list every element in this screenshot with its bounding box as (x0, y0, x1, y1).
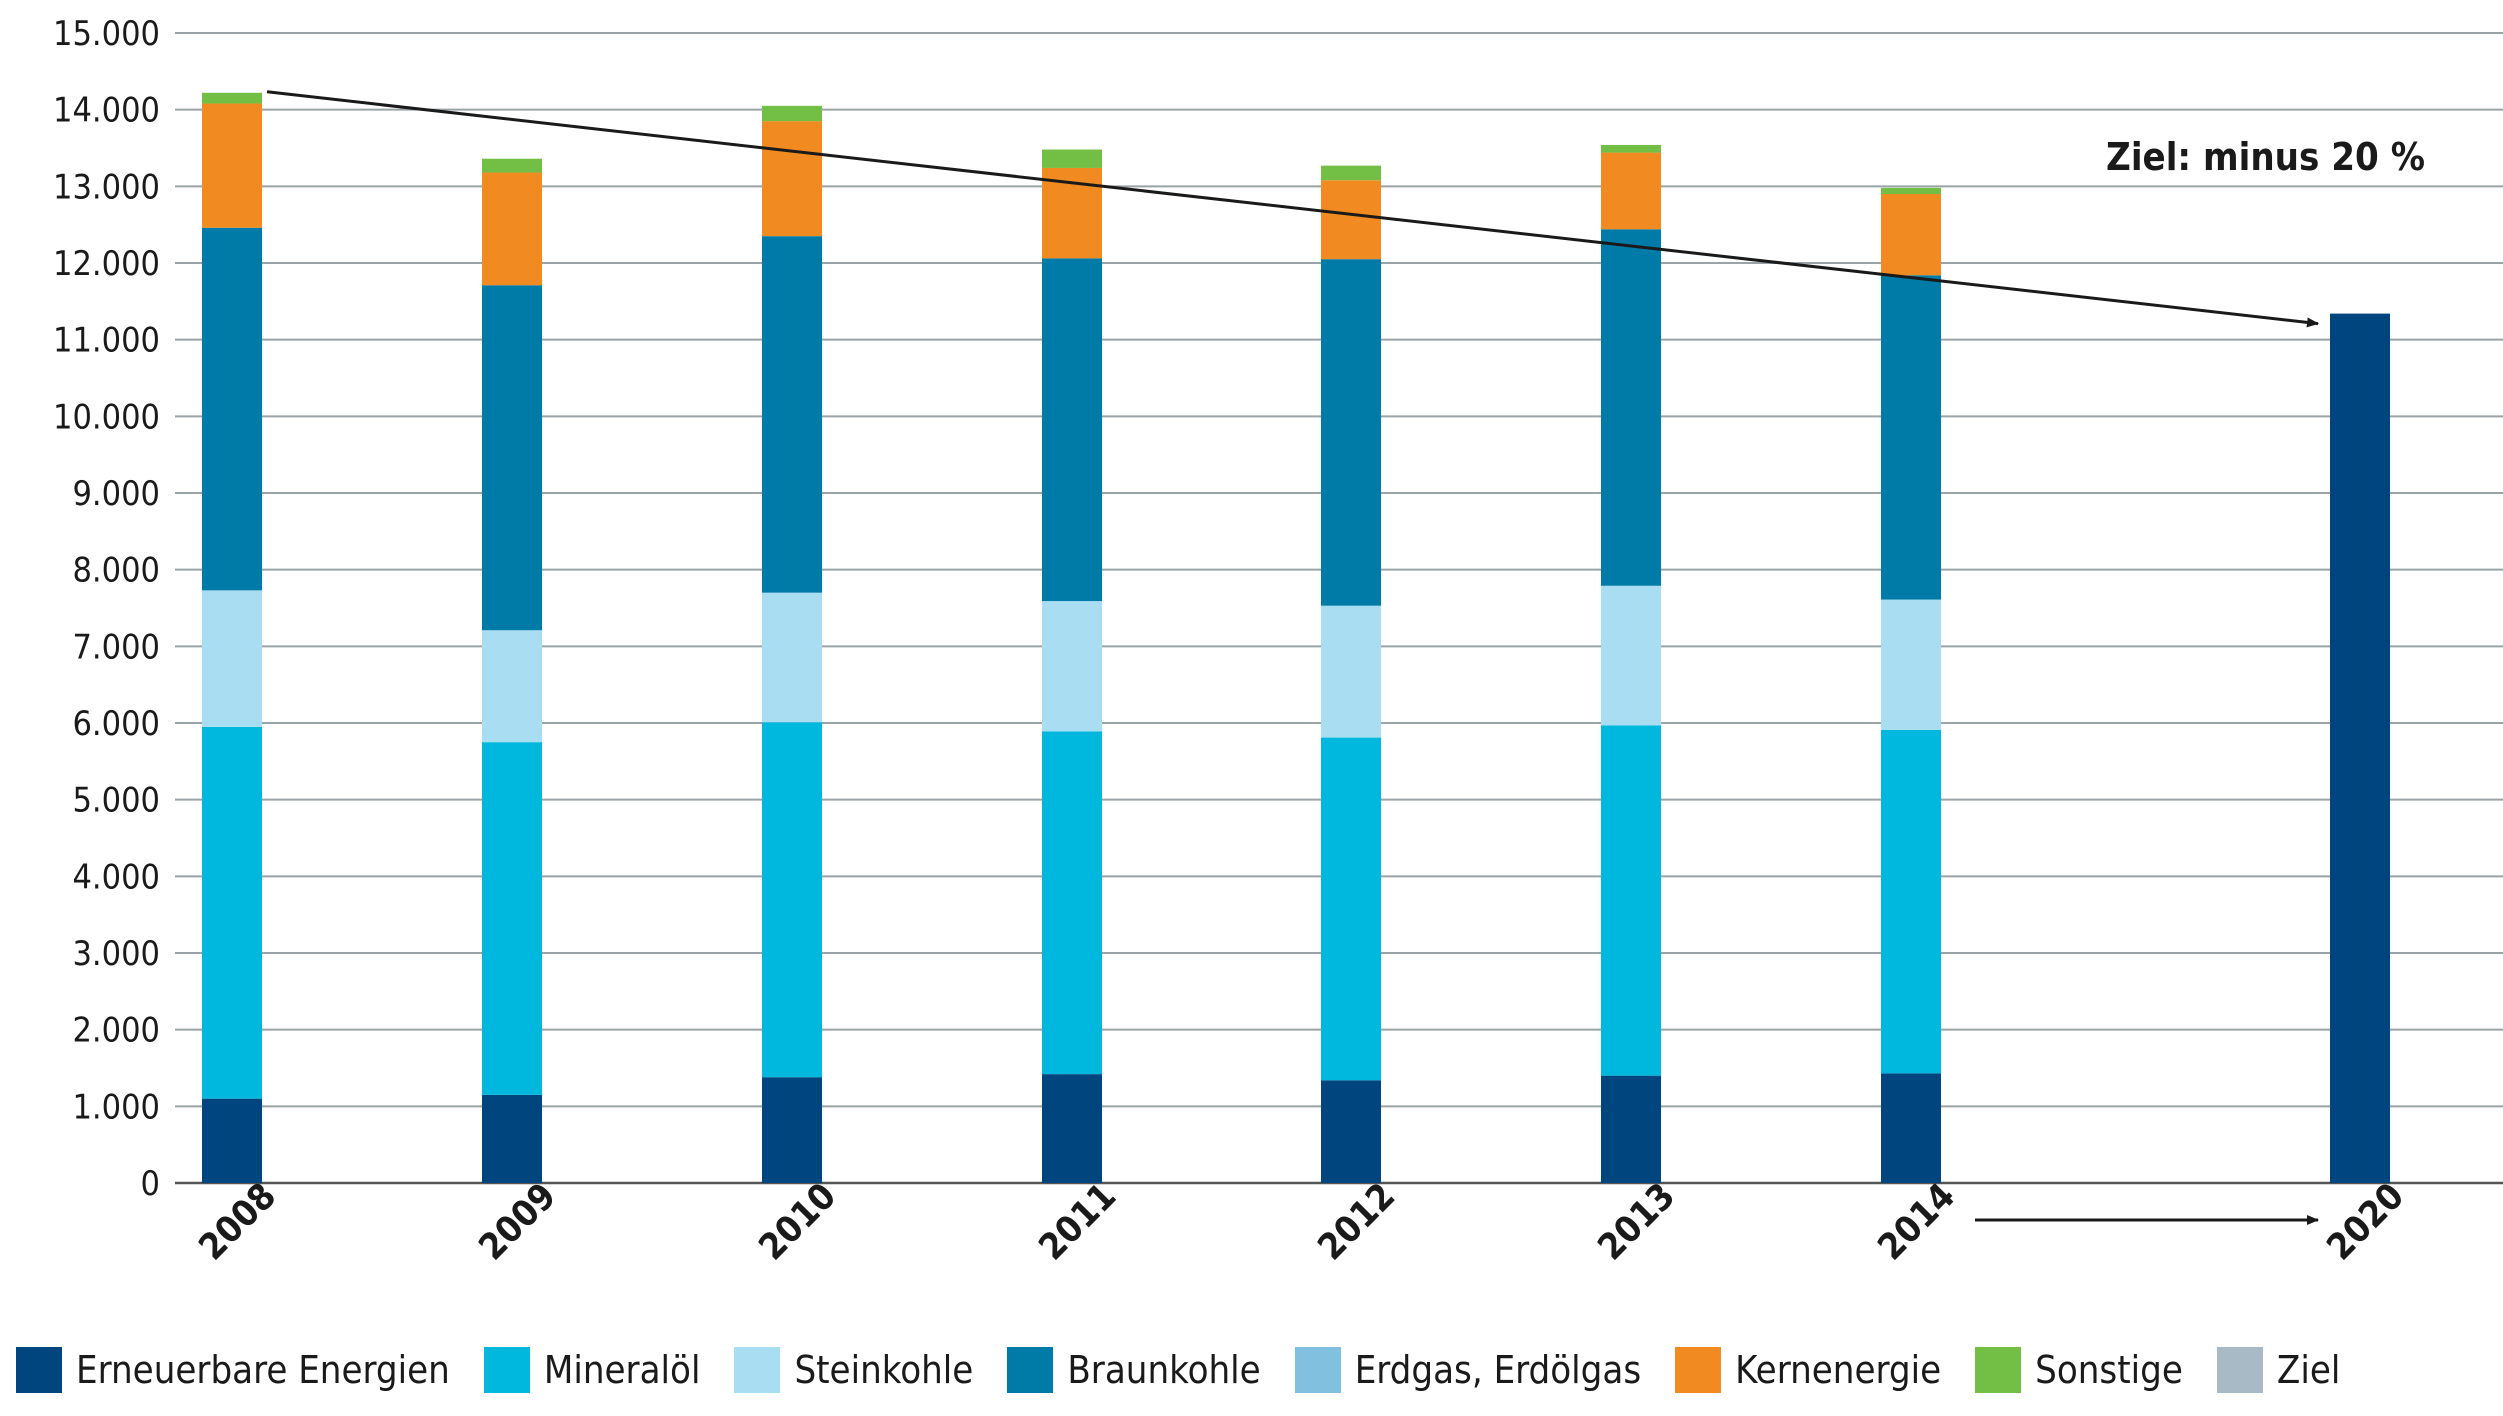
x-tick-label: 2020 (2320, 1176, 2413, 1269)
bar-segment (1601, 725, 1661, 1076)
legend-swatch (1007, 1347, 1054, 1393)
bar-segment (202, 92, 262, 104)
bar-segment (1321, 180, 1381, 260)
bar-segment (762, 236, 822, 593)
legend-swatch (1675, 1347, 1722, 1393)
legend-item: Kernenergie (1675, 1347, 1941, 1393)
legend-item: Ziel (2216, 1347, 2341, 1393)
bar-segment (1601, 152, 1661, 230)
target-bar (2330, 313, 2390, 1184)
x-tick-label: 2013 (1591, 1176, 1684, 1269)
bar-segment (482, 1094, 542, 1183)
bar-segment (762, 105, 822, 122)
bar-segment (1321, 165, 1381, 181)
legend-swatch (16, 1347, 62, 1393)
bar-segment (202, 103, 262, 228)
bar-segment (1601, 1075, 1661, 1183)
legend-label: Braunkohle (1067, 1348, 1261, 1392)
bar-segment (1321, 605, 1381, 738)
bar-segment (1042, 149, 1102, 168)
legend-swatch (483, 1347, 530, 1393)
bar-segment (1321, 737, 1381, 1081)
bar-segment (1321, 1080, 1381, 1183)
legend: Erneuerbare Energien Mineralöl Steinkohle B… (16, 1340, 2496, 1400)
bar-segment (1881, 194, 1941, 276)
legend-item: Erdgas, Erdölgas (1294, 1347, 1642, 1393)
bar-segment (762, 1077, 822, 1183)
bar-segment (1601, 144, 1661, 153)
bar-segment (1042, 601, 1102, 732)
bar-segment (1881, 1073, 1941, 1183)
legend-label: Erdgas, Erdölgas (1354, 1348, 1642, 1392)
x-tick-label: 2008 (192, 1176, 285, 1269)
legend-label: Kernenergie (1735, 1348, 1942, 1392)
y-tick-label: 10.000 (53, 397, 160, 437)
y-tick-label: 12.000 (53, 244, 160, 284)
y-tick-label: 14.000 (53, 91, 160, 131)
bar-segment (1042, 258, 1102, 602)
bars (202, 92, 2390, 1184)
bar-segment (202, 227, 262, 591)
chart: 0 1.000 2.000 3.000 4.000 5.000 6.000 7.000 8.00… (53, 14, 2503, 1269)
x-axis-labels: 2008 2009 2010 2011 2012 2013 2014 2020 (192, 1176, 2413, 1269)
bar-segment (762, 121, 822, 237)
legend-item: Sonstige (1975, 1347, 2183, 1393)
y-tick-label: 13.000 (53, 167, 160, 207)
bar-segment (1042, 731, 1102, 1075)
y-tick-label: 6.000 (72, 704, 160, 744)
bar-segment (202, 590, 262, 727)
y-tick-label: 3.000 (72, 934, 160, 974)
y-tick-label: 1.000 (72, 1087, 160, 1127)
y-tick-label: 2.000 (72, 1011, 160, 1051)
y-tick-label: 15.000 (53, 14, 160, 54)
legend-item: Mineralöl (483, 1347, 701, 1393)
bar-segment (1881, 599, 1941, 730)
bar-segment (1321, 259, 1381, 606)
target-annotation: Ziel: minus 20 % (2106, 135, 2425, 179)
bar-segment (1881, 275, 1941, 600)
x-tick-label: 2011 (1032, 1176, 1125, 1269)
bar-segment (482, 630, 542, 743)
y-tick-label: 0 (141, 1164, 160, 1204)
bar-segment (1601, 585, 1661, 726)
legend-item: Erneuerbare Energien (16, 1347, 450, 1393)
bar-segment (1881, 187, 1941, 194)
x-tick-label: 2012 (1311, 1176, 1404, 1269)
bar-segment (482, 172, 542, 286)
trend-arrow (266, 90, 2319, 328)
bar-segment (482, 285, 542, 631)
legend-label: Sonstige (2035, 1348, 2183, 1392)
y-tick-label: 8.000 (72, 551, 160, 591)
legend-item: Braunkohle (1007, 1347, 1261, 1393)
legend-swatch (1975, 1347, 2022, 1393)
y-axis-ticks: 0 1.000 2.000 3.000 4.000 5.000 6.000 7.000 8.00… (53, 14, 160, 1204)
legend-swatch (2216, 1347, 2263, 1393)
y-tick-label: 7.000 (72, 627, 160, 667)
legend-label: Mineralöl (543, 1348, 701, 1392)
bar-segment (762, 592, 822, 723)
bar-segment (482, 742, 542, 1095)
y-tick-label: 11.000 (53, 321, 160, 361)
x-tick-label: 2014 (1871, 1176, 1964, 1269)
bar-segment (762, 722, 822, 1078)
legend-label: Erneuerbare Energien (76, 1348, 450, 1392)
legend-item: Steinkohle (734, 1347, 973, 1393)
bar-segment (1042, 1074, 1102, 1183)
y-tick-label: 5.000 (72, 781, 160, 821)
bar-segment (1881, 729, 1941, 1074)
bar-segment (1601, 229, 1661, 586)
trend-arrows (266, 90, 2319, 1225)
bar-segment (202, 1098, 262, 1183)
legend-swatch (1294, 1347, 1341, 1393)
x-tick-label: 2010 (752, 1176, 845, 1269)
x-tick-label: 2009 (472, 1176, 565, 1269)
y-tick-label: 9.000 (72, 474, 160, 514)
bar-segment (202, 726, 262, 1099)
legend-label: Ziel (2276, 1348, 2341, 1392)
y-tick-label: 4.000 (72, 857, 160, 897)
legend-label: Steinkohle (794, 1348, 974, 1392)
bar-segment (482, 158, 542, 173)
legend-swatch (734, 1347, 781, 1393)
